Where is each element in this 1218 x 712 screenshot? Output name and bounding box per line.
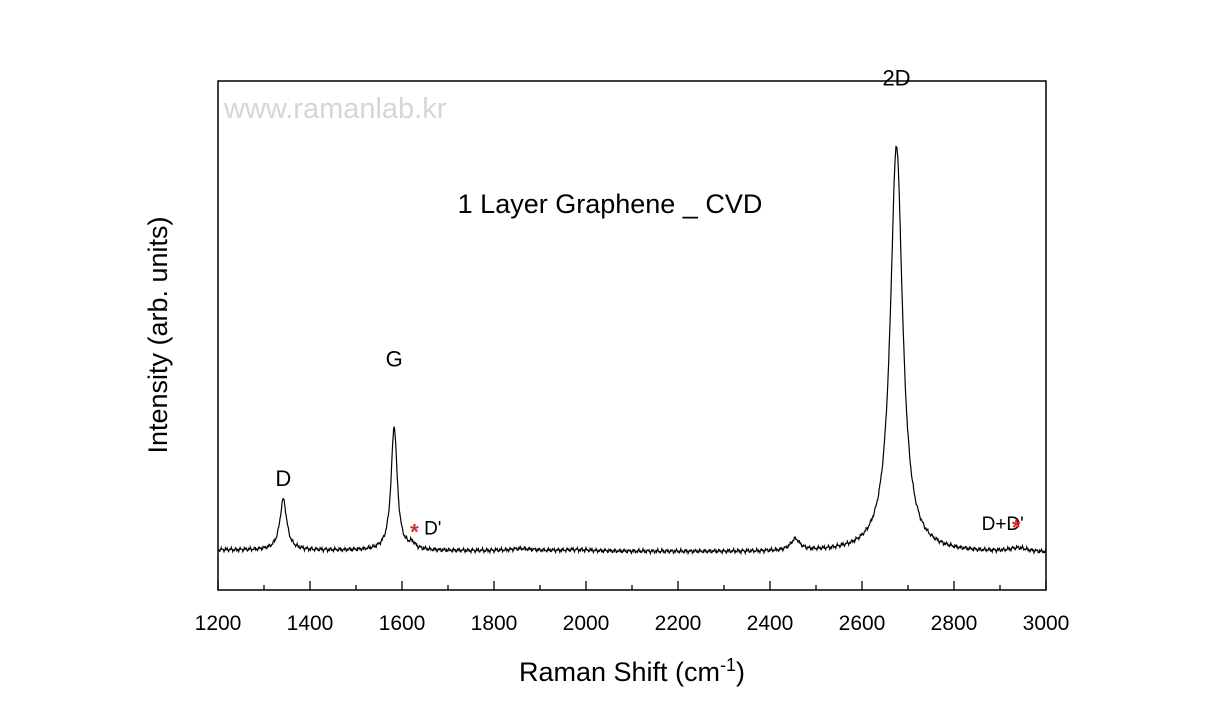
watermark-text: www.ramanlab.kr	[223, 93, 447, 125]
x-tick-label: 3000	[1023, 612, 1070, 635]
peak-label: D'	[424, 519, 441, 540]
x-tick-label: 1800	[471, 612, 518, 635]
x-axis-title-main: Raman Shift (cm	[519, 657, 720, 687]
x-tick-label: 2600	[839, 612, 886, 635]
chart-title: 1 Layer Graphene _ CVD	[458, 189, 763, 219]
x-axis-title-end: )	[736, 657, 745, 687]
peak-label: 2D	[882, 65, 910, 90]
x-tick-label: 1600	[379, 612, 426, 635]
x-tick-label: 1400	[287, 612, 334, 635]
star-marker: *	[1012, 515, 1021, 540]
x-tick-label: 2800	[931, 612, 978, 635]
x-axis-ticks	[217, 581, 1047, 590]
x-axis-tick-labels: 1200 1400 1600 1800 2000 2200 2400 2600 2800 3000	[195, 612, 1070, 635]
x-tick-label: 2400	[747, 612, 794, 635]
plot-frame	[217, 80, 1047, 591]
x-tick-label: 1200	[195, 612, 242, 635]
x-axis-title-superscript: -1	[720, 655, 736, 675]
x-axis-title: Raman Shift (cm-1)	[519, 655, 745, 687]
spectrum-line	[217, 145, 1047, 556]
x-tick-label: 2000	[563, 612, 610, 635]
star-marker: *	[410, 520, 419, 545]
y-axis-title: Intensity (arb. units)	[143, 216, 173, 453]
x-tick-label: 2200	[655, 612, 702, 635]
peak-label: D	[275, 466, 291, 491]
peak-label: G	[386, 346, 403, 371]
peak-label: D+D'	[982, 514, 1024, 535]
